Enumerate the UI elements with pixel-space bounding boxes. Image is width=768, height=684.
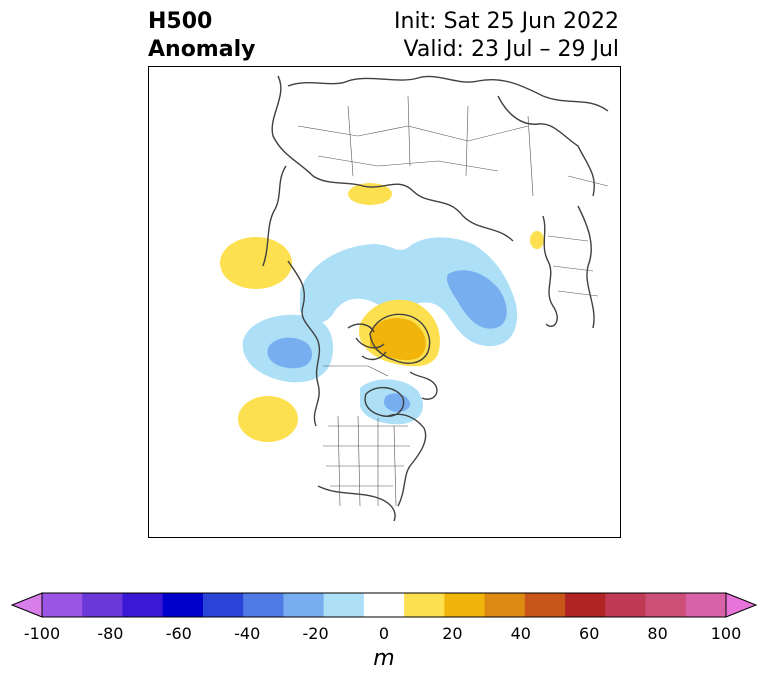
colorbar-segment — [645, 593, 687, 617]
colorbar-segment — [404, 593, 445, 617]
colorbar-tick-label: 100 — [710, 624, 742, 643]
colorbar-tick-label: 0 — [378, 624, 390, 643]
borders — [297, 95, 609, 507]
negative-core-west — [267, 337, 313, 369]
positive-anomaly-pacific — [238, 396, 298, 442]
map-title: H500 Anomaly — [148, 8, 255, 64]
map-frame — [148, 66, 621, 538]
anomaly-map — [148, 66, 621, 538]
title-field: Anomaly — [148, 37, 256, 62]
positive-anomaly-east-asia — [530, 231, 544, 249]
colorbar-segment — [484, 593, 526, 617]
colorbar-tick-label: 20 — [442, 624, 463, 643]
positive-anomaly-siberia — [348, 183, 392, 205]
colorbar — [10, 592, 758, 618]
colorbar-segment — [363, 593, 405, 617]
positive-anomaly-kamchatka — [220, 237, 292, 289]
colorbar-tick-label: 80 — [647, 624, 668, 643]
colorbar-segment — [605, 593, 647, 617]
greenland-coast — [369, 313, 431, 364]
colorbar-over-arrow — [725, 592, 758, 618]
positive-core-greenland — [370, 318, 426, 361]
colorbar-segment — [323, 593, 365, 617]
colorbar-tick-label: 60 — [579, 624, 600, 643]
colorbar-segment — [444, 593, 486, 617]
colorbar-tick-label: 40 — [510, 624, 531, 643]
colorbar-tick-label: -40 — [234, 624, 261, 643]
colorbar-segment — [243, 593, 284, 617]
colorbar-segment — [685, 593, 727, 617]
init-date: Init: Sat 25 Jun 2022 — [394, 9, 619, 34]
colorbar-tick-label: -60 — [165, 624, 192, 643]
colorbar-tick-label: -80 — [97, 624, 124, 643]
colorbar-unit: m — [373, 646, 395, 671]
negative-anomaly-arc — [300, 237, 518, 347]
negative-core-east — [446, 270, 507, 329]
colorbar-segment — [565, 593, 606, 617]
hudson-bay — [364, 387, 405, 417]
colorbar-segment — [122, 593, 164, 617]
colorbar-border — [41, 592, 727, 618]
colorbar-segment — [202, 593, 244, 617]
colorbar-segment — [283, 593, 325, 617]
title-variable: H500 — [148, 9, 213, 34]
colorbar-segment — [42, 593, 83, 617]
coastlines — [262, 75, 609, 522]
colorbar-tick-label: -100 — [23, 624, 61, 643]
colorbar-under-arrow — [10, 592, 43, 618]
valid-range: Valid: 23 Jul – 29 Jul — [403, 37, 619, 62]
colorbar-segment — [524, 593, 566, 617]
colorbar-segment — [162, 593, 204, 617]
colorbar-segment — [82, 593, 123, 617]
colorbar-tick-label: -20 — [302, 624, 329, 643]
map-dates: Init: Sat 25 Jun 2022 Valid: 23 Jul – 29… — [394, 8, 619, 64]
